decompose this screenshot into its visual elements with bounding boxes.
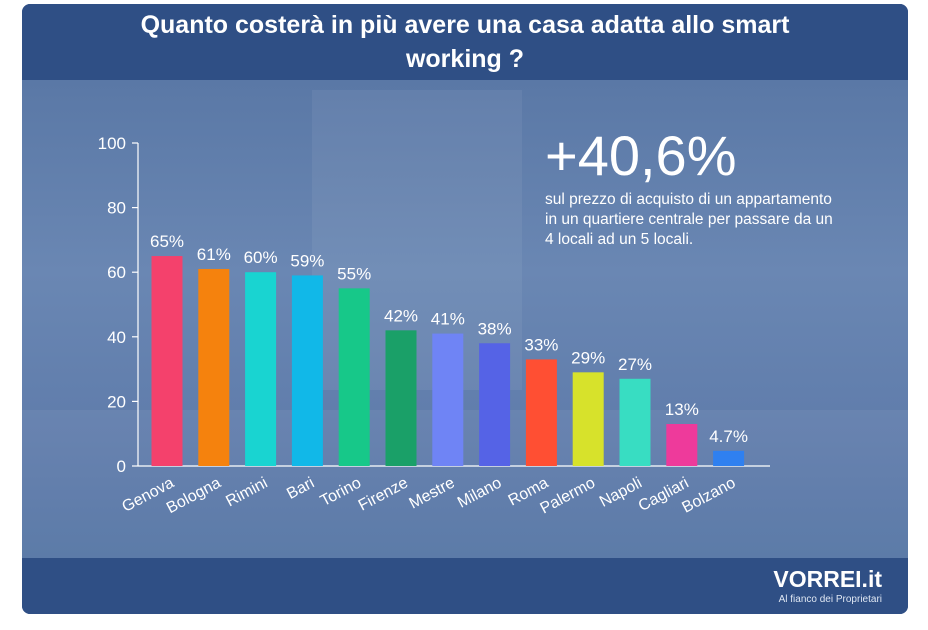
y-tick-label: 100 xyxy=(98,134,126,153)
x-tick-label: Bolzano xyxy=(679,474,738,516)
data-label: 27% xyxy=(618,355,652,374)
x-tick-label: Firenze xyxy=(356,474,411,514)
data-label: 42% xyxy=(384,306,418,325)
bar-milano xyxy=(479,343,511,466)
data-label: 59% xyxy=(290,251,324,270)
brand-logo: VORREI.it xyxy=(773,566,882,592)
bar-bari xyxy=(291,275,323,466)
data-label: 33% xyxy=(524,335,558,354)
bar-roma xyxy=(525,359,557,466)
bar-cagliari xyxy=(666,424,698,466)
bar-bologna xyxy=(198,268,230,466)
bar-palermo xyxy=(572,372,604,466)
y-tick-label: 60 xyxy=(107,263,126,282)
bar-mestre xyxy=(432,333,464,466)
bar-torino xyxy=(338,288,370,466)
data-label: 4.7% xyxy=(709,427,748,446)
bar-genova xyxy=(151,256,183,466)
data-label: 29% xyxy=(571,348,605,367)
bar-rimini xyxy=(245,272,277,466)
infographic-card: Quanto costerà in più avere una casa ada… xyxy=(22,4,908,614)
header-bar: Quanto costerà in più avere una casa ada… xyxy=(22,4,908,80)
y-tick-label: 20 xyxy=(107,392,126,411)
bar-napoli xyxy=(619,378,651,466)
data-label: 61% xyxy=(197,245,231,264)
x-tick-label: Mestre xyxy=(407,474,458,512)
x-tick-label: Bologna xyxy=(164,474,224,517)
y-tick-label: 80 xyxy=(107,199,126,218)
x-tick-label: Torino xyxy=(318,474,365,510)
callout-value: +40,6% xyxy=(545,124,737,187)
callout-text: sul prezzo di acquisto di un appartament… xyxy=(545,191,833,248)
data-label: 55% xyxy=(337,264,371,283)
background-photo xyxy=(22,80,908,558)
bar-bolzano xyxy=(713,450,745,466)
chart-title: Quanto costerà in più avere una casa ada… xyxy=(140,11,790,73)
data-label: 38% xyxy=(478,319,512,338)
footer-bar: VORREI.it Al fianco dei Proprietari xyxy=(22,558,908,614)
x-tick-label: Milano xyxy=(455,474,505,511)
x-tick-label: Bari xyxy=(284,475,317,503)
y-tick-label: 0 xyxy=(117,457,126,476)
y-tick-label: 40 xyxy=(107,328,126,347)
data-label: 13% xyxy=(665,400,699,419)
data-label: 60% xyxy=(244,248,278,267)
x-tick-label: Rimini xyxy=(223,475,270,511)
data-label: 65% xyxy=(150,232,184,251)
data-label: 41% xyxy=(431,310,465,329)
brand-tagline: Al fianco dei Proprietari xyxy=(778,594,882,605)
bar-firenze xyxy=(385,330,417,466)
